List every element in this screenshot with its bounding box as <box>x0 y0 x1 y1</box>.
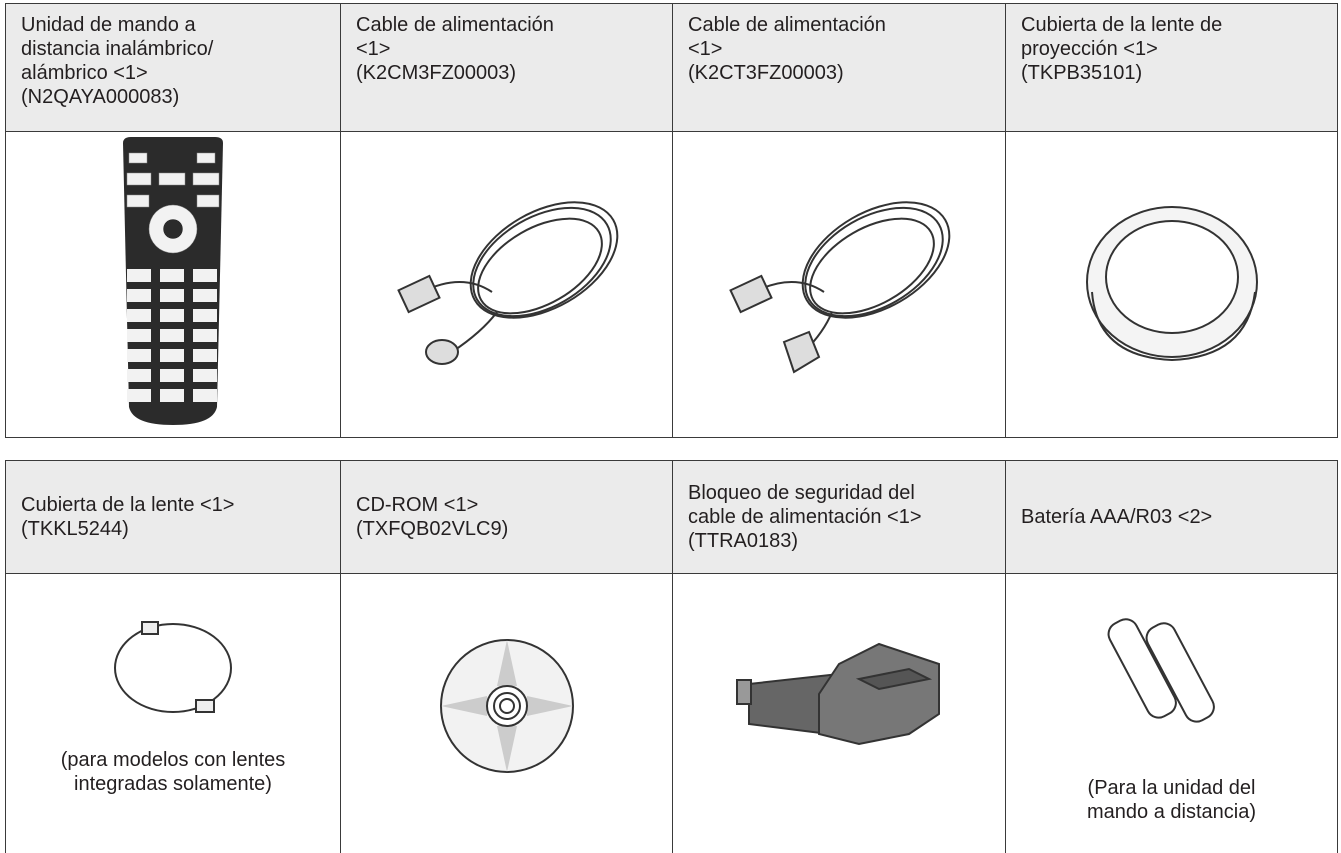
image-cell <box>340 573 673 853</box>
cd-illustration <box>439 639 574 773</box>
image-cell <box>672 573 1006 853</box>
accessories-table: Cubierta de la lente <1> (TKKL5244) CD-RO… <box>5 460 1338 853</box>
lens-cap-illustration <box>114 621 232 713</box>
text-line: <1> <box>688 38 723 60</box>
header-cell: CD-ROM <1> (TXFQB02VLC9) <box>340 460 673 574</box>
image-cell: (para modelos con lentes integradas solam… <box>5 573 341 853</box>
text-line: distancia inalámbrico/ <box>21 38 214 60</box>
note: (Para la unidad del mando a distancia) <box>1006 776 1337 824</box>
image-row <box>5 131 1338 438</box>
text-line: Cable de alimentación <box>688 14 886 36</box>
header-cell: Batería AAA/R03 <2> <box>1005 460 1338 574</box>
text-line: Bloqueo de seguridad del <box>688 482 915 504</box>
image-cell <box>5 131 341 438</box>
text-line: (K2CM3FZ00003) <box>356 62 517 84</box>
header-row: Cubierta de la lente <1> (TKKL5244) CD-RO… <box>5 460 1338 574</box>
cable-illustration <box>729 200 951 373</box>
image-cell <box>1005 131 1338 438</box>
image-cell <box>672 131 1006 438</box>
text-line: Cubierta de la lente <1> <box>21 494 235 516</box>
text-line: Cubierta de la lente de <box>1021 14 1223 36</box>
cable-illustration <box>396 200 618 365</box>
text-line: (para modelos con lentes <box>60 749 286 771</box>
text-line: CD-ROM <1> <box>356 494 479 516</box>
remote-illustration <box>123 136 223 425</box>
text-line: (TXFQB02VLC9) <box>356 518 509 540</box>
lock-illustration <box>736 642 940 746</box>
text-line: <1> <box>356 38 391 60</box>
header-cell: Unidad de mando a distancia inalámbrico/a… <box>5 3 341 132</box>
text-line: integradas solamente) <box>74 773 272 795</box>
battery-illustration <box>1107 618 1215 723</box>
header-row: Unidad de mando a distancia inalámbrico/a… <box>5 3 1338 132</box>
accessories-table: Unidad de mando a distancia inalámbrico/a… <box>5 3 1338 438</box>
image-row: (para modelos con lentes integradas solam… <box>5 573 1338 853</box>
header-cell: Bloqueo de seguridad del cable de aliment… <box>672 460 1006 574</box>
text-line: Batería AAA/R03 <2> <box>1021 506 1213 528</box>
text-line: (N2QAYA000083) <box>21 86 180 108</box>
text-line: (K2CT3FZ00003) <box>688 62 844 84</box>
text-line: (TKKL5244) <box>21 518 129 540</box>
text-line: cable de alimentación <1> <box>688 506 922 528</box>
image-cell: (Para la unidad del mando a distancia) <box>1005 573 1338 853</box>
header-cell: Cable de alimentación <1> (K2CM3FZ00003) <box>340 3 673 132</box>
header-cell: Cubierta de la lente de proyección <1> (TK… <box>1005 3 1338 132</box>
text-line: alámbrico <1> <box>21 62 148 84</box>
note: (para modelos con lentes integradas solam… <box>6 748 340 796</box>
text-line: mando a distancia) <box>1087 801 1256 823</box>
header-cell: Cubierta de la lente <1> (TKKL5244) <box>5 460 341 574</box>
text-line: proyección <1> <box>1021 38 1158 60</box>
text-line: (Para la unidad del <box>1087 777 1256 799</box>
text-line: (TKPB35101) <box>1021 62 1143 84</box>
header-cell: Cable de alimentación <1> (K2CT3FZ00003) <box>672 3 1006 132</box>
image-cell <box>340 131 673 438</box>
text-line: Unidad de mando a <box>21 14 196 36</box>
lens-cover-illustration <box>1085 205 1258 361</box>
text-line: (TTRA0183) <box>688 530 799 552</box>
text-line: Cable de alimentación <box>356 14 554 36</box>
